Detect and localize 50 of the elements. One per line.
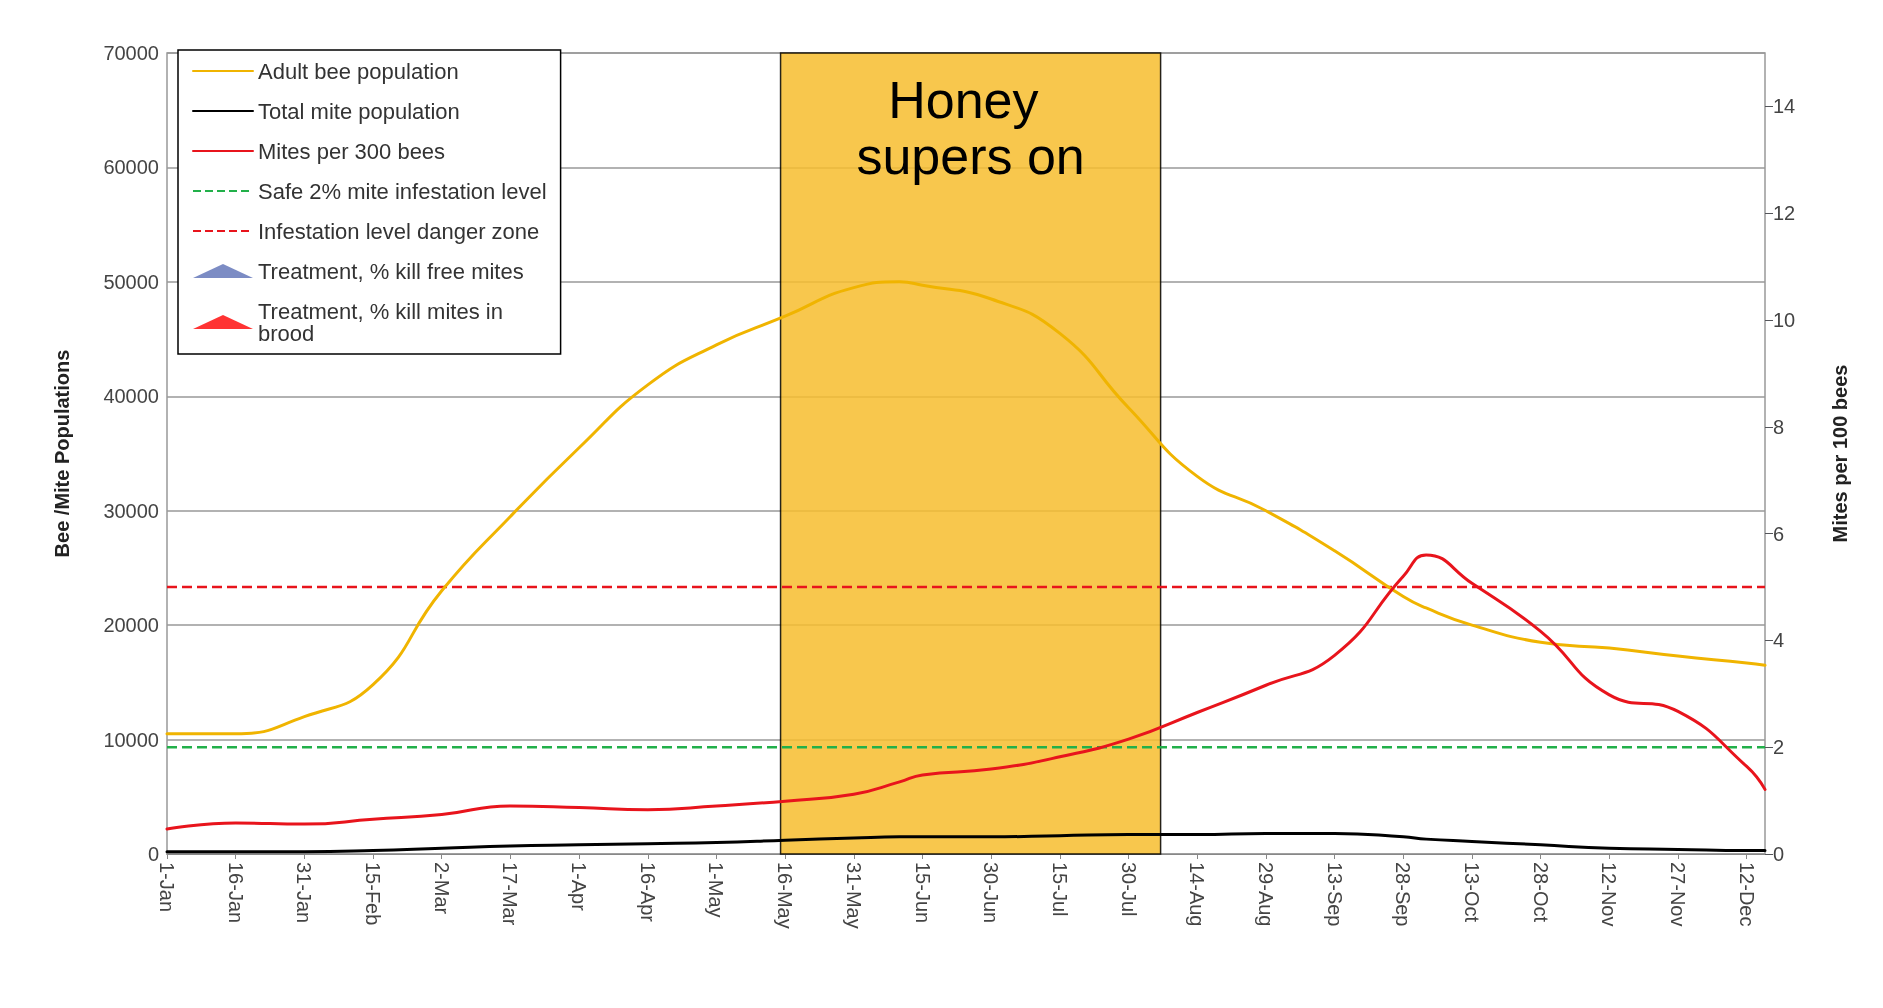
x-tick-label: 27-Nov	[1667, 862, 1689, 927]
x-tick-label: 13-Oct	[1460, 862, 1483, 923]
x-tick-label: 15-Feb	[362, 862, 385, 926]
y2-tick-label: 10	[1773, 309, 1796, 331]
legend-label: Infestation level danger zone	[258, 218, 540, 244]
x-tick-label: 14-Aug	[1186, 862, 1209, 927]
x-tick-label: 17-Mar	[499, 862, 522, 926]
x-tick-label: 16-Jan	[224, 862, 247, 924]
y-tick-label: 10000	[103, 728, 159, 751]
x-tick-label: 16-May	[774, 862, 797, 929]
y-tick-label: 60000	[103, 156, 159, 179]
x-tick-label: 15-Jun	[911, 862, 934, 924]
x-tick-label: 1-May	[705, 862, 728, 918]
legend-label: Mites per 300 bees	[258, 138, 446, 164]
legend-label: Safe 2% mite infestation level	[258, 178, 547, 204]
y2-tick-label: 2	[1773, 736, 1785, 759]
legend-label: Treatment, % kill free mites	[258, 258, 524, 284]
x-tick-label: 28-Sep	[1392, 862, 1415, 927]
x-tick-label: 30-Jul	[1117, 862, 1140, 917]
y2-tick-label: 4	[1773, 629, 1785, 652]
y-tick-label: 20000	[103, 614, 159, 637]
x-tick-label: 30-Jun	[980, 862, 1003, 924]
band-label: Honey supers on	[856, 71, 1085, 186]
y-tick-label: 40000	[103, 385, 159, 408]
x-tick-label: 2-Mar	[430, 862, 453, 915]
x-tick-label: 1-Jan	[156, 862, 178, 913]
x-tick-label: 16-Apr	[636, 862, 659, 923]
y2-tick-label: 8	[1773, 415, 1785, 438]
x-tick-label: 31-Jan	[293, 862, 316, 924]
y-axis-title: Bee /Mite Populations	[51, 349, 73, 558]
x-tick-label: 12-Nov	[1598, 862, 1621, 927]
x-tick-label: 15-Jul	[1048, 862, 1071, 917]
y-tick-label: 0	[147, 843, 159, 865]
y-tick-label: 30000	[103, 499, 159, 522]
y2-axis-title: Mites per 100 bees	[1829, 364, 1851, 543]
x-tick-label: 1-Apr	[568, 862, 591, 912]
y2-tick-label: 14	[1773, 95, 1796, 118]
y2-tick-label: 0	[1773, 843, 1785, 865]
x-tick-label: 31-May	[842, 862, 865, 929]
y-tick-label: 70000	[103, 42, 159, 64]
legend-label: Adult bee population	[258, 58, 459, 84]
y2-tick-label: 6	[1773, 522, 1785, 545]
x-tick-label: 29-Aug	[1254, 862, 1277, 927]
legend-label: Total mite population	[258, 98, 460, 124]
x-tick-label: 28-Oct	[1529, 862, 1552, 923]
y2-tick-label: 12	[1773, 202, 1796, 225]
y-tick-label: 50000	[103, 270, 159, 293]
x-tick-label: 13-Sep	[1323, 862, 1346, 927]
x-tick-label: 12-Dec	[1735, 862, 1758, 927]
legend-label: Treatment, % kill mites in brood	[258, 298, 510, 346]
